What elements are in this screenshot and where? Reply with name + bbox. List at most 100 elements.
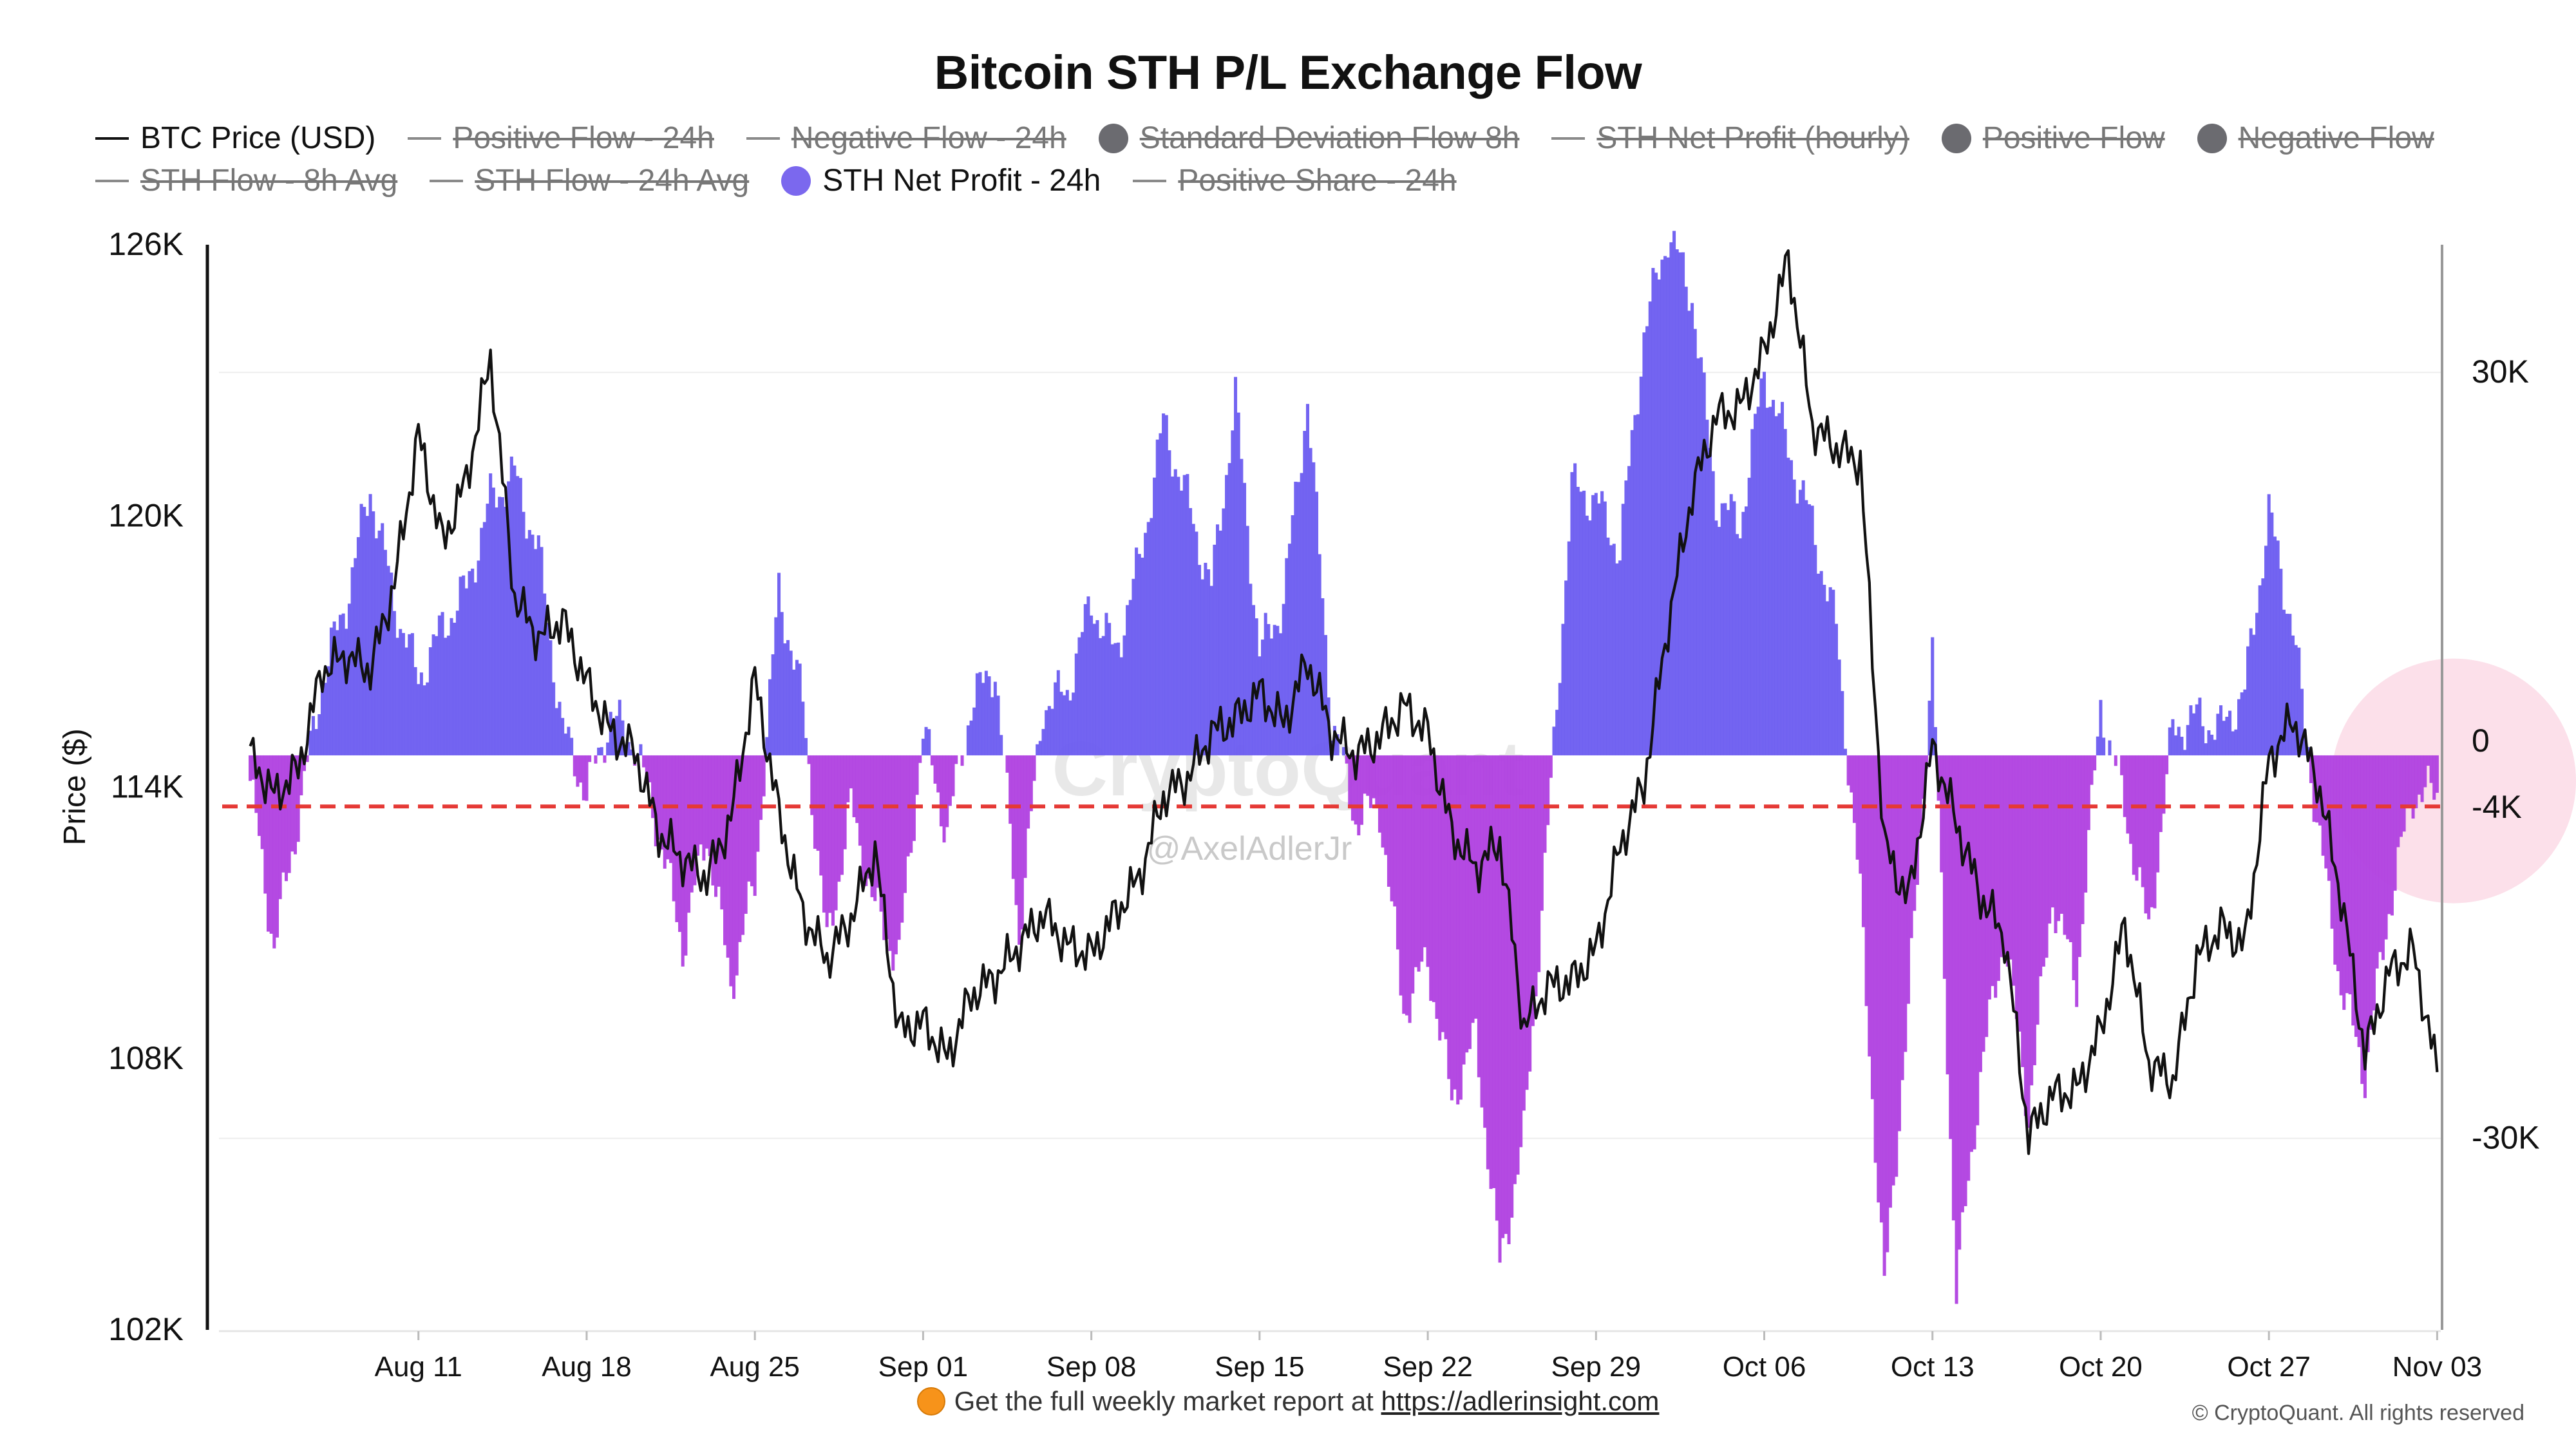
profit-bar: [1278, 633, 1283, 755]
profit-bar: [1014, 755, 1018, 905]
profit-bar: [1378, 755, 1381, 833]
profit-bar: [1471, 755, 1475, 1023]
profit-bar: [1855, 755, 1859, 860]
profit-bar: [2234, 729, 2238, 755]
profit-bar: [804, 737, 808, 755]
profit-bar: [1964, 755, 1967, 1206]
profit-bar: [278, 755, 282, 900]
profit-bar: [2255, 612, 2259, 755]
profit-bar: [486, 504, 489, 755]
legend-label: STH Net Profit (hourly): [1596, 121, 1909, 155]
y-right-tick-label: 30K: [2472, 354, 2529, 390]
profit-bar: [1050, 708, 1054, 755]
profit-bar: [765, 737, 769, 755]
profit-bar: [846, 755, 850, 802]
bitcoin-coin-icon: [916, 1387, 945, 1416]
profit-bar: [735, 755, 739, 976]
profit-bar: [1191, 524, 1195, 755]
profit-bar: [2000, 755, 2003, 958]
profit-bar: [251, 755, 255, 780]
profit-bar: [489, 473, 493, 755]
profit-bar: [1372, 755, 1376, 799]
profit-bar: [1137, 554, 1141, 755]
profit-bar: [1681, 252, 1685, 755]
profit-bar: [1660, 260, 1664, 755]
profit-bar: [2030, 755, 2034, 1086]
legend-item-sth-net-profit-24h[interactable]: STH Net Profit - 24h: [781, 165, 1101, 197]
profit-bar: [2375, 755, 2379, 969]
profit-bar: [1309, 448, 1312, 755]
legend-item-negative-flow-24h[interactable]: Negative Flow - 24h: [746, 122, 1066, 155]
profit-bar: [1825, 601, 1829, 755]
profit-bar: [855, 755, 859, 823]
profit-bar: [747, 755, 751, 882]
profit-bar: [2405, 755, 2409, 807]
net-profit-bars: [248, 231, 2439, 1304]
footer-text: Get the full weekly market report at: [954, 1386, 1374, 1416]
profit-bar: [885, 755, 889, 940]
profit-bar: [2108, 740, 2112, 755]
profit-bar: [738, 755, 742, 942]
profit-bar: [603, 755, 607, 763]
profit-bar: [2345, 755, 2349, 994]
profit-bar: [2165, 755, 2169, 775]
profit-bar: [1897, 755, 1901, 1132]
profit-bar: [269, 755, 273, 934]
profit-bar: [1108, 623, 1112, 755]
legend-line-icon: [408, 137, 442, 140]
profit-bar: [1759, 378, 1763, 755]
profit-bar: [1296, 482, 1301, 755]
legend-item-positive-share-24h[interactable]: Positive Share - 24h: [1133, 165, 1457, 197]
profit-bar: [2093, 755, 2097, 771]
profit-bar: [1909, 755, 1913, 938]
profit-bar: [437, 615, 441, 755]
profit-bar: [1922, 755, 1926, 799]
x-tick-label: Sep 01: [878, 1351, 968, 1383]
profit-bar: [1402, 755, 1406, 1014]
profit-bar: [1582, 490, 1586, 755]
profit-bar: [1423, 755, 1426, 947]
legend-item-sth-flow-24h-avg[interactable]: STH Flow - 24h Avg: [430, 165, 749, 197]
profit-bar: [762, 755, 766, 797]
legend-item-sth-flow-8h-avg[interactable]: STH Flow - 8h Avg: [95, 165, 397, 197]
report-link[interactable]: https://adlerinsight.com: [1381, 1386, 1660, 1416]
profit-bar: [1546, 755, 1550, 826]
legend-item-btc-price-usd[interactable]: BTC Price (USD): [95, 122, 375, 155]
profit-bar: [2081, 755, 2085, 924]
profit-bar: [969, 720, 973, 755]
profit-bar: [1441, 755, 1444, 1032]
profit-bar: [1314, 491, 1318, 755]
profit-bar: [1077, 637, 1081, 755]
profit-bar: [1693, 328, 1697, 755]
legend-item-positive-flow[interactable]: Positive Flow: [1941, 122, 2165, 155]
profit-bar: [1846, 755, 1850, 786]
profit-bar: [1245, 526, 1249, 755]
profit-bar: [327, 666, 330, 755]
profit-bar: [801, 701, 805, 755]
profit-bar: [1104, 612, 1108, 755]
legend-label: Positive Flow - 24h: [453, 121, 714, 155]
profit-bar: [981, 683, 985, 755]
profit-bar: [2429, 755, 2433, 783]
profit-bar: [525, 538, 529, 755]
profit-bar: [912, 755, 916, 841]
profit-bar: [522, 511, 526, 755]
profit-bar: [2351, 755, 2355, 1026]
profit-bar: [263, 755, 267, 894]
profit-bar: [341, 613, 345, 755]
profit-bar: [2276, 540, 2280, 755]
profit-bar: [1018, 755, 1021, 945]
legend-item-positive-flow-24h[interactable]: Positive Flow - 24h: [408, 122, 714, 155]
legend-item-negative-flow[interactable]: Negative Flow: [2197, 122, 2434, 155]
profit-bar: [464, 588, 468, 755]
legend-item-sth-net-profit-hourly[interactable]: STH Net Profit (hourly): [1551, 122, 1909, 155]
y-right-tick-label: -4K: [2472, 789, 2522, 825]
profit-bar: [1745, 506, 1748, 755]
profit-bar: [1561, 623, 1565, 755]
legend-item-standard-deviation-flow-8h[interactable]: Standard Deviation Flow 8h: [1098, 122, 1519, 155]
profit-bar: [942, 755, 946, 843]
profit-bar: [2264, 545, 2268, 755]
profit-bar: [1110, 644, 1114, 755]
profit-bar: [570, 737, 574, 755]
profit-bar: [714, 755, 718, 897]
